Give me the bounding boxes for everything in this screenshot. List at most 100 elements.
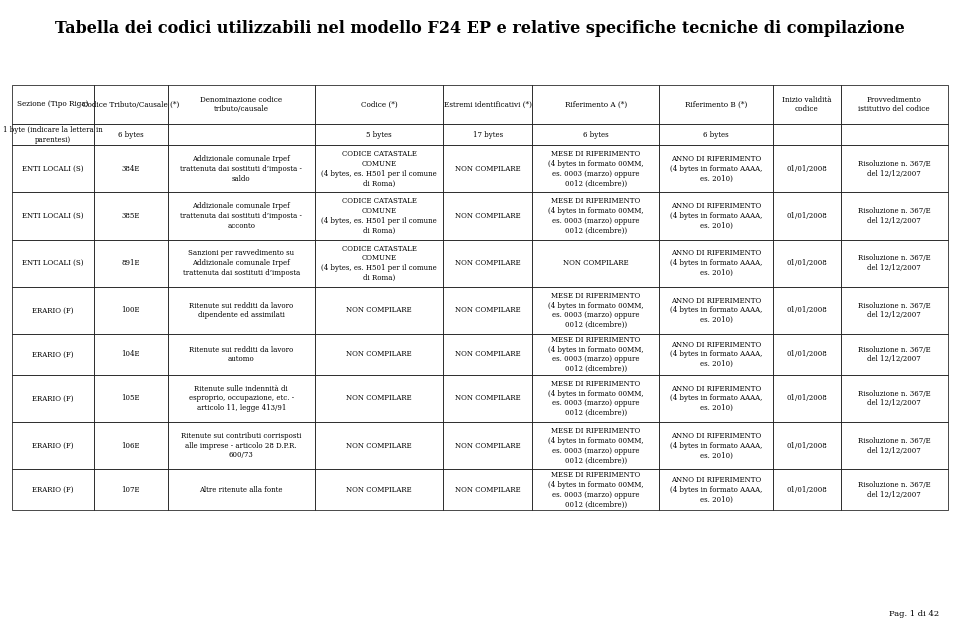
- Text: 384E: 384E: [122, 165, 140, 173]
- Text: Risoluzione n. 367/E
del 12/12/2007: Risoluzione n. 367/E del 12/12/2007: [857, 437, 930, 455]
- Text: 01/01/2008: 01/01/2008: [786, 394, 828, 403]
- Bar: [168, 145, 315, 192]
- Bar: [12, 422, 94, 469]
- Text: Risoluzione n. 367/E
del 12/12/2007: Risoluzione n. 367/E del 12/12/2007: [857, 301, 930, 320]
- Text: ANNO DI RIFERIMENTO
(4 bytes in formato AAAA,
es. 2010): ANNO DI RIFERIMENTO (4 bytes in formato …: [670, 385, 762, 412]
- Bar: [533, 287, 660, 334]
- Text: NON COMPILARE: NON COMPILARE: [564, 259, 629, 267]
- Text: Ritenute sui contributi corrisposti
alle imprese - articolo 28 D.P.R.
600/73: Ritenute sui contributi corrisposti alle…: [181, 432, 301, 459]
- Bar: [660, 375, 773, 422]
- Bar: [841, 124, 948, 145]
- Bar: [660, 145, 773, 192]
- Text: CODICE CATASTALE
COMUNE
(4 bytes, es. H501 per il comune
di Roma): CODICE CATASTALE COMUNE (4 bytes, es. H5…: [321, 245, 437, 282]
- Text: Risoluzione n. 367/E
del 12/12/2007: Risoluzione n. 367/E del 12/12/2007: [857, 345, 930, 364]
- Text: 107E: 107E: [122, 486, 140, 494]
- Bar: [94, 375, 168, 422]
- Bar: [444, 240, 533, 287]
- Text: MESE DI RIFERIMENTO
(4 bytes in formato 00MM,
es. 0003 (marzo) oppure
0012 (dice: MESE DI RIFERIMENTO (4 bytes in formato …: [548, 292, 644, 329]
- Bar: [533, 192, 660, 240]
- Bar: [12, 287, 94, 334]
- Text: MESE DI RIFERIMENTO
(4 bytes in formato 00MM,
es. 0003 (marzo) oppure
0012 (dice: MESE DI RIFERIMENTO (4 bytes in formato …: [548, 198, 644, 235]
- Text: Addizionale comunale Irpef
trattenuta dai sostituti d’imposta -
acconto: Addizionale comunale Irpef trattenuta da…: [180, 203, 302, 230]
- Bar: [533, 145, 660, 192]
- Bar: [168, 124, 315, 145]
- Text: Ritenute sulle indennità di
esproprio, occupazione, etc. -
articolo 11, legge 41: Ritenute sulle indennità di esproprio, o…: [189, 385, 294, 412]
- Text: 01/01/2008: 01/01/2008: [786, 212, 828, 220]
- Bar: [773, 334, 841, 375]
- Bar: [168, 287, 315, 334]
- Text: 6 bytes: 6 bytes: [118, 131, 144, 138]
- Bar: [841, 375, 948, 422]
- Text: Risoluzione n. 367/E
del 12/12/2007: Risoluzione n. 367/E del 12/12/2007: [857, 481, 930, 499]
- Bar: [12, 375, 94, 422]
- Bar: [660, 422, 773, 469]
- Bar: [168, 192, 315, 240]
- Bar: [12, 334, 94, 375]
- Bar: [841, 192, 948, 240]
- Text: 104E: 104E: [122, 350, 140, 359]
- Bar: [773, 287, 841, 334]
- Bar: [841, 334, 948, 375]
- Bar: [168, 422, 315, 469]
- Text: ERARIO (F): ERARIO (F): [33, 486, 74, 494]
- Text: 891E: 891E: [122, 259, 140, 267]
- Text: MESE DI RIFERIMENTO
(4 bytes in formato 00MM,
es. 0003 (marzo) oppure
0012 (dice: MESE DI RIFERIMENTO (4 bytes in formato …: [548, 427, 644, 464]
- Bar: [94, 469, 168, 510]
- Text: Tabella dei codici utilizzabili nel modello F24 EP e relative specifiche tecnich: Tabella dei codici utilizzabili nel mode…: [55, 20, 905, 37]
- Text: NON COMPILARE: NON COMPILARE: [455, 165, 520, 173]
- Bar: [94, 85, 168, 124]
- Bar: [12, 124, 94, 145]
- Bar: [660, 287, 773, 334]
- Text: NON COMPILARE: NON COMPILARE: [455, 259, 520, 267]
- Text: 105E: 105E: [122, 394, 140, 403]
- Bar: [660, 85, 773, 124]
- Text: ANNO DI RIFERIMENTO
(4 bytes in formato AAAA,
es. 2010): ANNO DI RIFERIMENTO (4 bytes in formato …: [670, 341, 762, 368]
- Bar: [660, 240, 773, 287]
- Bar: [168, 85, 315, 124]
- Bar: [841, 240, 948, 287]
- Bar: [841, 422, 948, 469]
- Bar: [773, 240, 841, 287]
- Text: NON COMPILARE: NON COMPILARE: [347, 442, 412, 450]
- Bar: [773, 145, 841, 192]
- Text: Denominazione codice
tributo/causale: Denominazione codice tributo/causale: [201, 96, 282, 113]
- Bar: [315, 192, 444, 240]
- Text: MESE DI RIFERIMENTO
(4 bytes in formato 00MM,
es. 0003 (marzo) oppure
0012 (dice: MESE DI RIFERIMENTO (4 bytes in formato …: [548, 336, 644, 373]
- Text: 17 bytes: 17 bytes: [473, 131, 503, 138]
- Text: Risoluzione n. 367/E
del 12/12/2007: Risoluzione n. 367/E del 12/12/2007: [857, 389, 930, 408]
- Text: NON COMPILARE: NON COMPILARE: [347, 350, 412, 359]
- Bar: [94, 192, 168, 240]
- Text: ANNO DI RIFERIMENTO
(4 bytes in formato AAAA,
es. 2010): ANNO DI RIFERIMENTO (4 bytes in formato …: [670, 297, 762, 324]
- Bar: [841, 85, 948, 124]
- Text: Ritenute sui redditi da lavoro
automo: Ritenute sui redditi da lavoro automo: [189, 345, 294, 364]
- Text: ERARIO (F): ERARIO (F): [33, 350, 74, 359]
- Bar: [533, 124, 660, 145]
- Bar: [94, 287, 168, 334]
- Text: ANNO DI RIFERIMENTO
(4 bytes in formato AAAA,
es. 2010): ANNO DI RIFERIMENTO (4 bytes in formato …: [670, 155, 762, 182]
- Text: 6 bytes: 6 bytes: [704, 131, 729, 138]
- Text: 1 byte (indicare la lettera in
parentesi): 1 byte (indicare la lettera in parentesi…: [3, 126, 103, 143]
- Bar: [533, 240, 660, 287]
- Text: NON COMPILARE: NON COMPILARE: [455, 486, 520, 494]
- Bar: [444, 145, 533, 192]
- Text: NON COMPILARE: NON COMPILARE: [347, 306, 412, 314]
- Text: Estremi identificativi (*): Estremi identificativi (*): [444, 101, 532, 108]
- Text: Riferimento B (*): Riferimento B (*): [685, 101, 748, 108]
- Bar: [444, 287, 533, 334]
- Bar: [315, 124, 444, 145]
- Text: ANNO DI RIFERIMENTO
(4 bytes in formato AAAA,
es. 2010): ANNO DI RIFERIMENTO (4 bytes in formato …: [670, 203, 762, 230]
- Text: Risoluzione n. 367/E
del 12/12/2007: Risoluzione n. 367/E del 12/12/2007: [857, 254, 930, 272]
- Bar: [773, 192, 841, 240]
- Text: Sanzioni per ravvedimento su
Addizionale comunale Irpef
trattenuta dai sostituti: Sanzioni per ravvedimento su Addizionale…: [182, 250, 300, 277]
- Text: ENTI LOCALI (S): ENTI LOCALI (S): [22, 212, 84, 220]
- Text: Altre ritenute alla fonte: Altre ritenute alla fonte: [200, 486, 283, 494]
- Bar: [315, 334, 444, 375]
- Bar: [168, 469, 315, 510]
- Text: NON COMPILARE: NON COMPILARE: [455, 306, 520, 314]
- Bar: [94, 422, 168, 469]
- Bar: [94, 124, 168, 145]
- Text: Riferimento A (*): Riferimento A (*): [564, 101, 627, 108]
- Bar: [773, 422, 841, 469]
- Bar: [660, 334, 773, 375]
- Text: NON COMPILARE: NON COMPILARE: [455, 442, 520, 450]
